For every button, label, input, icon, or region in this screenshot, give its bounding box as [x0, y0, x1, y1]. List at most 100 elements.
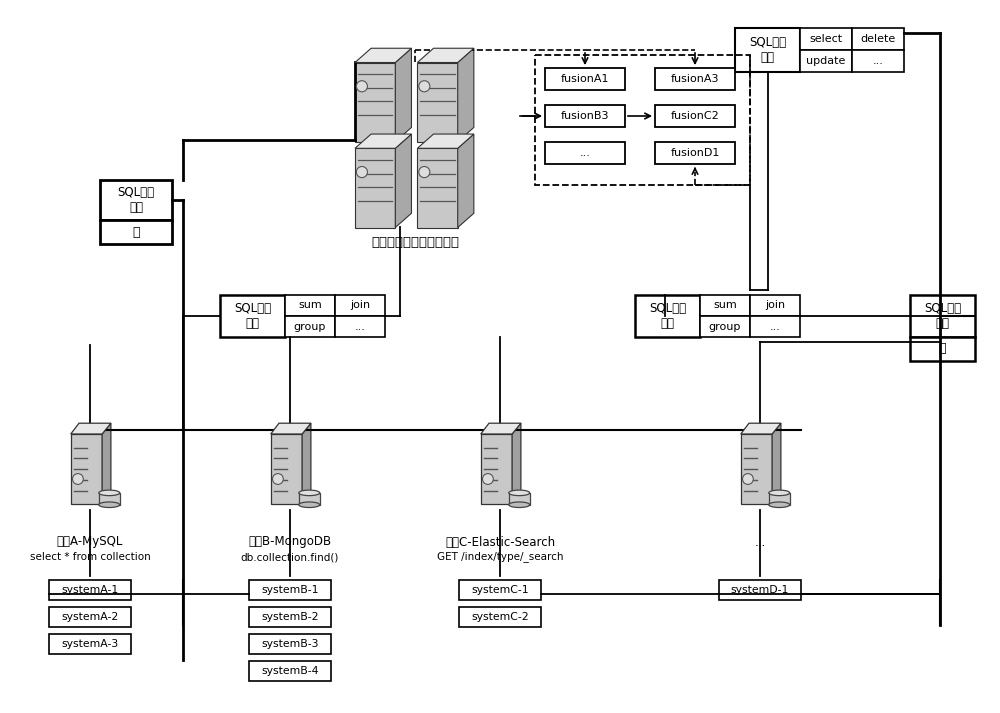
FancyBboxPatch shape — [249, 661, 331, 681]
Ellipse shape — [509, 490, 530, 496]
Text: GET /index/type/_search: GET /index/type/_search — [437, 552, 563, 563]
Polygon shape — [417, 134, 474, 148]
Text: systemA-3: systemA-3 — [61, 639, 119, 649]
Ellipse shape — [509, 502, 530, 508]
Polygon shape — [102, 424, 111, 504]
FancyBboxPatch shape — [545, 68, 625, 90]
Polygon shape — [395, 48, 411, 142]
Text: db.collection.find(): db.collection.find() — [241, 552, 339, 562]
Circle shape — [482, 473, 493, 484]
Polygon shape — [512, 424, 521, 504]
Text: 多源异构数据处理服务器: 多源异构数据处理服务器 — [371, 237, 459, 250]
Text: join: join — [765, 300, 785, 310]
Polygon shape — [458, 48, 474, 142]
Text: sum: sum — [713, 300, 737, 310]
Text: join: join — [350, 300, 370, 310]
FancyBboxPatch shape — [719, 580, 801, 600]
Text: ...: ... — [754, 535, 766, 548]
FancyBboxPatch shape — [509, 493, 530, 505]
Text: SQL查询
服务: SQL查询 服务 — [749, 36, 786, 64]
Polygon shape — [417, 48, 474, 63]
Ellipse shape — [769, 490, 790, 496]
Text: fusionA3: fusionA3 — [671, 74, 719, 84]
Polygon shape — [395, 134, 411, 227]
Text: select * from collection: select * from collection — [30, 552, 150, 562]
FancyBboxPatch shape — [335, 295, 385, 316]
Text: group: group — [709, 322, 741, 332]
FancyBboxPatch shape — [249, 607, 331, 627]
Ellipse shape — [299, 502, 320, 508]
FancyBboxPatch shape — [750, 295, 800, 316]
Circle shape — [742, 473, 753, 484]
FancyBboxPatch shape — [49, 634, 131, 654]
Polygon shape — [458, 134, 474, 227]
Polygon shape — [741, 424, 781, 434]
Text: systemA-1: systemA-1 — [61, 585, 119, 595]
Text: systemB-4: systemB-4 — [261, 666, 319, 676]
Text: sum: sum — [298, 300, 322, 310]
Text: SQL聚合
服务: SQL聚合 服务 — [924, 302, 961, 330]
Text: 系统A-MySQL: 系统A-MySQL — [57, 535, 123, 548]
Polygon shape — [302, 424, 311, 504]
Text: fusionA1: fusionA1 — [561, 74, 609, 84]
Text: fusionC2: fusionC2 — [671, 111, 719, 121]
Text: group: group — [294, 322, 326, 332]
Ellipse shape — [769, 502, 790, 508]
Text: ...: ... — [355, 322, 365, 332]
Polygon shape — [417, 148, 458, 227]
FancyBboxPatch shape — [800, 28, 852, 50]
FancyBboxPatch shape — [545, 142, 625, 164]
FancyBboxPatch shape — [49, 580, 131, 600]
Text: systemB-3: systemB-3 — [261, 639, 319, 649]
Text: systemD-1: systemD-1 — [731, 585, 789, 595]
Text: ...: ... — [580, 148, 590, 158]
FancyBboxPatch shape — [99, 493, 120, 505]
Text: fusionB3: fusionB3 — [561, 111, 609, 121]
FancyBboxPatch shape — [800, 50, 852, 72]
Polygon shape — [71, 424, 111, 434]
FancyBboxPatch shape — [655, 105, 735, 127]
Polygon shape — [271, 424, 311, 434]
FancyBboxPatch shape — [335, 316, 385, 337]
Text: 无: 无 — [132, 225, 140, 239]
Circle shape — [72, 473, 83, 484]
FancyBboxPatch shape — [100, 220, 172, 244]
FancyBboxPatch shape — [655, 68, 735, 90]
Text: SQL聚合
服务: SQL聚合 服务 — [234, 302, 271, 330]
Text: 系统B-MongoDB: 系统B-MongoDB — [248, 535, 332, 548]
FancyBboxPatch shape — [49, 607, 131, 627]
Text: systemB-2: systemB-2 — [261, 612, 319, 622]
Polygon shape — [355, 63, 395, 142]
Text: delete: delete — [860, 34, 896, 44]
FancyBboxPatch shape — [299, 493, 320, 505]
FancyBboxPatch shape — [249, 580, 331, 600]
Text: ...: ... — [770, 322, 780, 332]
Polygon shape — [741, 434, 772, 504]
FancyBboxPatch shape — [852, 50, 904, 72]
FancyBboxPatch shape — [769, 493, 790, 505]
FancyBboxPatch shape — [655, 142, 735, 164]
FancyBboxPatch shape — [735, 28, 800, 72]
FancyBboxPatch shape — [249, 634, 331, 654]
Text: SQL聚合
服务: SQL聚合 服务 — [649, 302, 686, 330]
FancyBboxPatch shape — [910, 337, 975, 361]
FancyBboxPatch shape — [459, 580, 541, 600]
Text: 系统C-Elastic-Search: 系统C-Elastic-Search — [445, 535, 555, 548]
Text: systemC-2: systemC-2 — [471, 612, 529, 622]
FancyBboxPatch shape — [285, 316, 335, 337]
FancyBboxPatch shape — [459, 607, 541, 627]
Ellipse shape — [99, 490, 120, 496]
Text: update: update — [806, 56, 846, 66]
Polygon shape — [772, 424, 781, 504]
FancyBboxPatch shape — [635, 295, 700, 337]
Text: systemA-2: systemA-2 — [61, 612, 119, 622]
Text: select: select — [809, 34, 843, 44]
Polygon shape — [355, 148, 395, 227]
Text: systemB-1: systemB-1 — [261, 585, 319, 595]
Polygon shape — [271, 434, 302, 504]
FancyBboxPatch shape — [700, 316, 750, 337]
Text: systemC-1: systemC-1 — [471, 585, 529, 595]
Text: fusionD1: fusionD1 — [670, 148, 720, 158]
FancyBboxPatch shape — [910, 295, 975, 337]
FancyBboxPatch shape — [220, 295, 285, 337]
